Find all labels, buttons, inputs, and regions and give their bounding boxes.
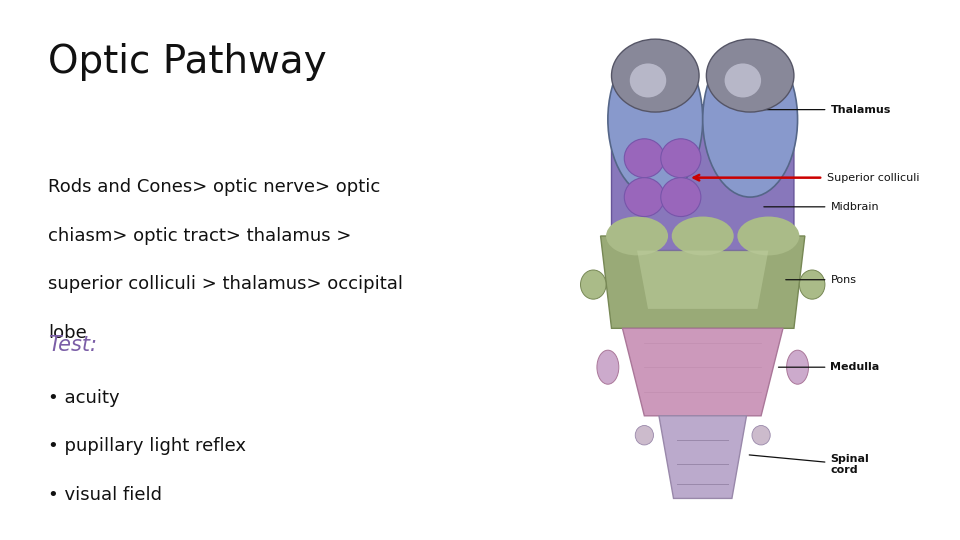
Ellipse shape	[581, 270, 606, 299]
Ellipse shape	[752, 426, 770, 445]
Text: • visual field: • visual field	[48, 486, 162, 504]
Polygon shape	[622, 328, 783, 416]
Text: superior colliculi > thalamus> occipital: superior colliculi > thalamus> occipital	[48, 275, 403, 293]
Ellipse shape	[725, 63, 761, 97]
FancyBboxPatch shape	[612, 105, 794, 251]
Ellipse shape	[606, 217, 668, 255]
Text: Optic Pathway: Optic Pathway	[48, 43, 326, 81]
Text: Spinal
cord: Spinal cord	[749, 454, 869, 475]
Ellipse shape	[636, 426, 654, 445]
Ellipse shape	[703, 42, 798, 197]
Text: Midbrain: Midbrain	[764, 202, 879, 212]
Text: chiasm> optic tract> thalamus >: chiasm> optic tract> thalamus >	[48, 227, 351, 245]
Polygon shape	[601, 236, 804, 328]
Text: Rods and Cones> optic nerve> optic: Rods and Cones> optic nerve> optic	[48, 178, 380, 196]
Ellipse shape	[630, 63, 666, 97]
Ellipse shape	[737, 217, 800, 255]
Ellipse shape	[597, 350, 619, 384]
Ellipse shape	[684, 129, 721, 168]
Ellipse shape	[612, 39, 699, 112]
Text: Pons: Pons	[785, 275, 856, 285]
Ellipse shape	[660, 139, 701, 178]
Text: Thalamus: Thalamus	[760, 105, 891, 114]
Text: • pupillary light reflex: • pupillary light reflex	[48, 437, 246, 455]
Ellipse shape	[786, 350, 808, 384]
Polygon shape	[637, 251, 768, 309]
Ellipse shape	[624, 178, 664, 217]
Ellipse shape	[672, 217, 733, 255]
Text: • acuity: • acuity	[48, 389, 120, 407]
Ellipse shape	[660, 178, 701, 217]
Text: lobe: lobe	[48, 324, 86, 342]
Ellipse shape	[800, 270, 825, 299]
Ellipse shape	[624, 139, 664, 178]
Text: Medulla: Medulla	[779, 362, 879, 372]
Ellipse shape	[707, 39, 794, 112]
Ellipse shape	[608, 42, 703, 197]
Polygon shape	[659, 416, 747, 498]
Text: Superior colliculi: Superior colliculi	[827, 173, 920, 183]
Text: Test:: Test:	[48, 335, 97, 355]
